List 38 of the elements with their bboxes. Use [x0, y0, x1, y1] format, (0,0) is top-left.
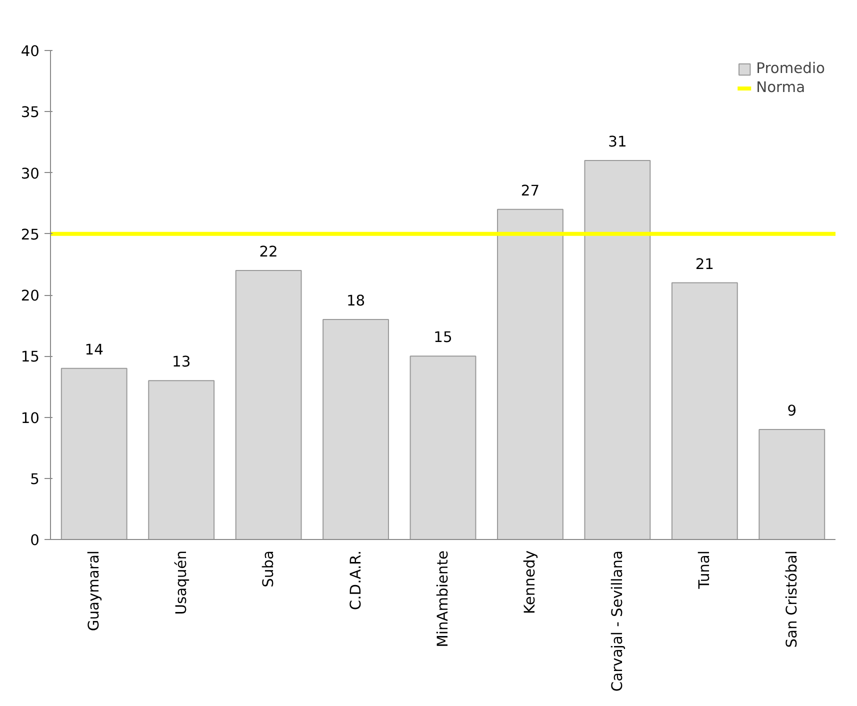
y-tick-label: 15 — [20, 348, 40, 366]
legend-label: Promedio — [756, 60, 825, 77]
bar — [497, 208, 564, 540]
x-tick-label: Tunal — [696, 550, 714, 590]
x-tick-label: C.D.A.R. — [347, 550, 364, 610]
x-tick-label: MinAmbiente — [434, 550, 452, 648]
bar — [60, 368, 128, 540]
x-tick-label: San Cristóbal — [783, 550, 800, 648]
data-label: 27 — [520, 182, 540, 200]
y-tick-label: 30 — [20, 165, 40, 182]
bar — [758, 428, 826, 540]
bar — [671, 282, 738, 540]
data-label: 22 — [259, 244, 278, 261]
legend-label: Norma — [756, 79, 806, 96]
x-tick-label: Carvajal - Sevillana — [608, 550, 626, 692]
bar — [322, 318, 389, 540]
bar — [235, 270, 302, 540]
y-tick-label: 35 — [20, 104, 40, 122]
y-tick-label: 10 — [20, 410, 40, 427]
bar — [148, 380, 215, 540]
y-tick-label: 0 — [30, 532, 40, 549]
data-label: 13 — [172, 354, 191, 371]
data-label: 15 — [434, 329, 452, 346]
data-label: 18 — [346, 292, 366, 310]
x-tick-label: Guaymaral — [86, 550, 103, 632]
bar — [410, 356, 476, 540]
data-label: 9 — [787, 402, 797, 420]
data-label: 21 — [695, 256, 714, 273]
x-tick-label: Suba — [260, 550, 278, 588]
data-label: 14 — [84, 341, 104, 358]
data-label: 31 — [608, 134, 627, 151]
y-tick-label: 5 — [30, 470, 40, 488]
y-tick-label: 20 — [20, 288, 40, 304]
y-tick-label: 40 — [20, 43, 40, 60]
bar — [584, 160, 651, 540]
y-tick-label: 25 — [20, 226, 40, 244]
x-tick-label: Kennedy — [522, 550, 539, 614]
x-tick-label: Usaquén — [172, 550, 190, 615]
